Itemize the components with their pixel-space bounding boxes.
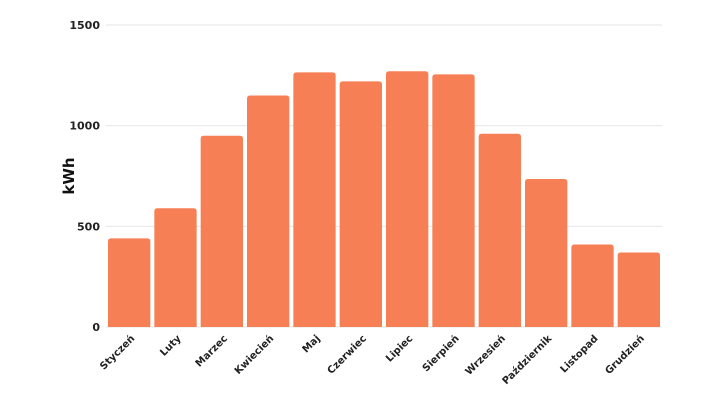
x-tick-label: Październik <box>500 332 555 387</box>
x-tick-label: Sierpień <box>420 333 462 375</box>
x-tick-label: Maj <box>301 333 323 355</box>
x-tick-label: Wrzesień <box>463 333 508 378</box>
y-tick-label: 500 <box>77 220 100 233</box>
bar <box>386 71 429 327</box>
bar <box>525 179 568 327</box>
bar <box>432 74 475 328</box>
x-axis-ticks: Styczeń Luty Marzec Kwiecień Maj Czerwiec Lipi… <box>98 332 647 387</box>
y-axis-title: kWh <box>60 157 78 194</box>
x-tick-label: Luty <box>158 333 184 359</box>
bar <box>293 72 336 328</box>
y-tick-label: 0 <box>92 321 100 334</box>
x-tick-label: Listopad <box>559 333 601 375</box>
y-axis-ticks: 0 500 1000 1500 <box>69 19 100 334</box>
bar <box>571 244 614 327</box>
x-tick-label: Czerwiec <box>326 333 369 376</box>
bar <box>247 95 290 327</box>
bar <box>154 208 197 327</box>
bars <box>108 71 660 328</box>
x-tick-label: Kwiecień <box>232 333 276 377</box>
x-tick-label: Lipiec <box>384 333 415 364</box>
y-tick-label: 1000 <box>69 120 100 133</box>
y-tick-label: 1500 <box>69 19 100 32</box>
bar <box>617 252 660 327</box>
bar <box>108 238 151 327</box>
bar <box>339 81 382 327</box>
x-tick-label: Marzec <box>194 333 230 369</box>
gridlines <box>106 24 662 328</box>
bar <box>200 135 243 327</box>
bar <box>478 133 521 327</box>
x-tick-label: Grudzień <box>603 333 647 377</box>
x-tick-label: Styczeń <box>98 333 138 373</box>
